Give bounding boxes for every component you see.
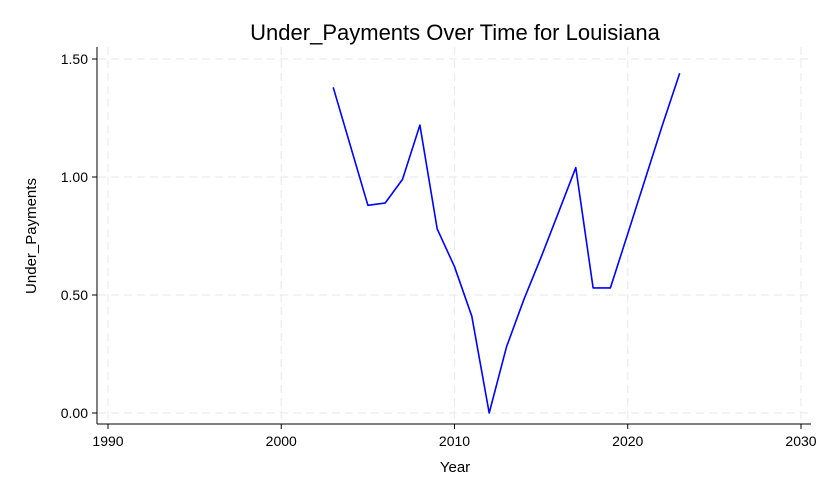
y-tick-label: 0.50 — [61, 287, 88, 303]
y-tick-label: 1.00 — [61, 169, 88, 185]
y-tick-label: 0.00 — [61, 405, 88, 421]
x-tick-label: 2010 — [439, 433, 470, 449]
y-tick-label: 1.50 — [61, 51, 88, 67]
ticks: 0.00 0.50 1.00 1.50 1990 2000 2010 2020 2030 — [61, 51, 817, 449]
x-tick-label: 2000 — [266, 433, 297, 449]
x-tick-label: 1990 — [92, 433, 123, 449]
chart-title: Under_Payments Over Time for Louisiana — [250, 20, 660, 45]
x-tick-label: 2020 — [612, 433, 643, 449]
grid — [98, 47, 811, 423]
x-axis-label: Year — [440, 459, 470, 476]
y-axis-label: Under_Payments — [23, 178, 40, 294]
x-tick-label: 2030 — [785, 433, 816, 449]
series-line — [332, 72, 681, 414]
series — [332, 72, 681, 414]
